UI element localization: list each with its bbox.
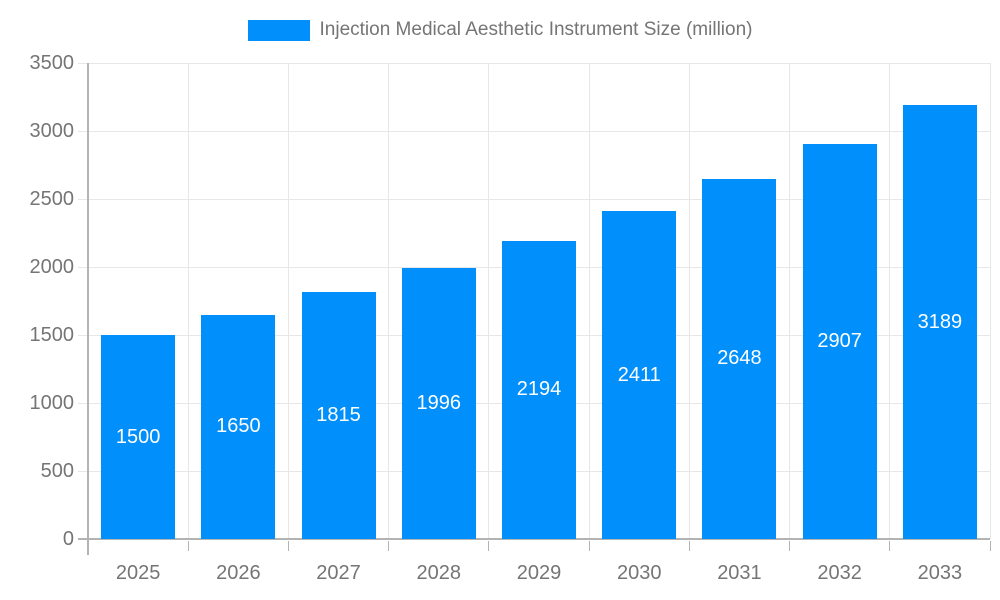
x-gridline <box>488 63 490 539</box>
bar-value-label: 2411 <box>617 363 661 386</box>
bar[interactable]: 3189 <box>902 105 977 539</box>
x-axis-tick <box>287 541 289 551</box>
bar-value-label: 1650 <box>216 415 261 438</box>
y-tick-label: 2000 <box>29 256 75 278</box>
y-axis-tick <box>78 334 88 336</box>
x-tick-label: 2028 <box>416 562 462 584</box>
legend-swatch <box>247 19 310 41</box>
y-axis-tick <box>78 470 88 472</box>
x-tick-label: 2030 <box>616 562 662 584</box>
y-axis-tick <box>78 198 88 200</box>
y-tick-label: 2500 <box>29 188 75 210</box>
x-axis-tick <box>789 541 791 551</box>
x-tick-label: 2031 <box>717 562 762 584</box>
bar[interactable]: 2907 <box>802 143 877 539</box>
bar[interactable]: 1815 <box>301 292 376 539</box>
y-tick-label: 3500 <box>29 52 75 74</box>
x-axis-tick <box>889 541 891 551</box>
y-gridline <box>88 62 990 64</box>
x-axis-line <box>78 538 990 540</box>
bar[interactable]: 2194 <box>502 240 576 539</box>
x-gridline <box>789 63 791 539</box>
y-tick-label: 0 <box>62 528 74 550</box>
bar-value-label: 3189 <box>917 310 963 333</box>
bar[interactable]: 1500 <box>101 335 176 539</box>
bar[interactable]: 2411 <box>602 211 677 539</box>
y-gridline <box>88 130 990 132</box>
x-gridline <box>989 63 991 539</box>
y-axis-tick <box>78 130 88 132</box>
x-axis-tick <box>688 541 690 551</box>
y-axis-tick <box>78 266 88 268</box>
y-tick-label: 1000 <box>29 392 75 414</box>
x-axis-tick <box>588 541 590 551</box>
y-gridline <box>88 198 990 200</box>
x-gridline <box>187 63 189 539</box>
x-axis-tick <box>187 541 189 551</box>
y-axis-line <box>87 63 89 555</box>
legend[interactable]: Injection Medical Aesthetic Instrument S… <box>0 16 1000 44</box>
bar-value-label: 2194 <box>516 378 562 401</box>
x-tick-label: 2033 <box>917 562 963 584</box>
x-gridline <box>688 63 690 539</box>
bar-value-label: 2907 <box>817 329 862 352</box>
x-gridline <box>588 63 590 539</box>
x-axis-tick <box>989 541 991 551</box>
x-gridline <box>388 63 390 539</box>
x-axis-tick <box>488 541 490 551</box>
x-gridline <box>287 63 289 539</box>
x-tick-label: 2025 <box>115 562 161 584</box>
y-tick-label: 3000 <box>29 120 75 142</box>
x-axis-tick <box>388 541 390 551</box>
x-gridline <box>889 63 891 539</box>
x-tick-label: 2029 <box>516 562 562 584</box>
bar-value-label: 1996 <box>416 391 462 414</box>
bar-value-label: 2648 <box>717 347 762 370</box>
y-axis-tick <box>78 402 88 404</box>
x-tick-label: 2032 <box>817 562 862 584</box>
bar[interactable]: 1650 <box>201 314 276 539</box>
y-tick-label: 1500 <box>29 324 75 346</box>
legend-label: Injection Medical Aesthetic Instrument S… <box>319 19 753 40</box>
x-tick-label: 2026 <box>216 562 261 584</box>
bar-value-label: 1500 <box>115 425 161 448</box>
bar[interactable]: 1996 <box>401 267 476 539</box>
y-tick-label: 500 <box>40 460 74 482</box>
bar[interactable]: 2648 <box>702 178 777 539</box>
bar-value-label: 1815 <box>316 404 361 427</box>
x-tick-label: 2027 <box>316 562 361 584</box>
y-axis-tick <box>78 62 88 64</box>
